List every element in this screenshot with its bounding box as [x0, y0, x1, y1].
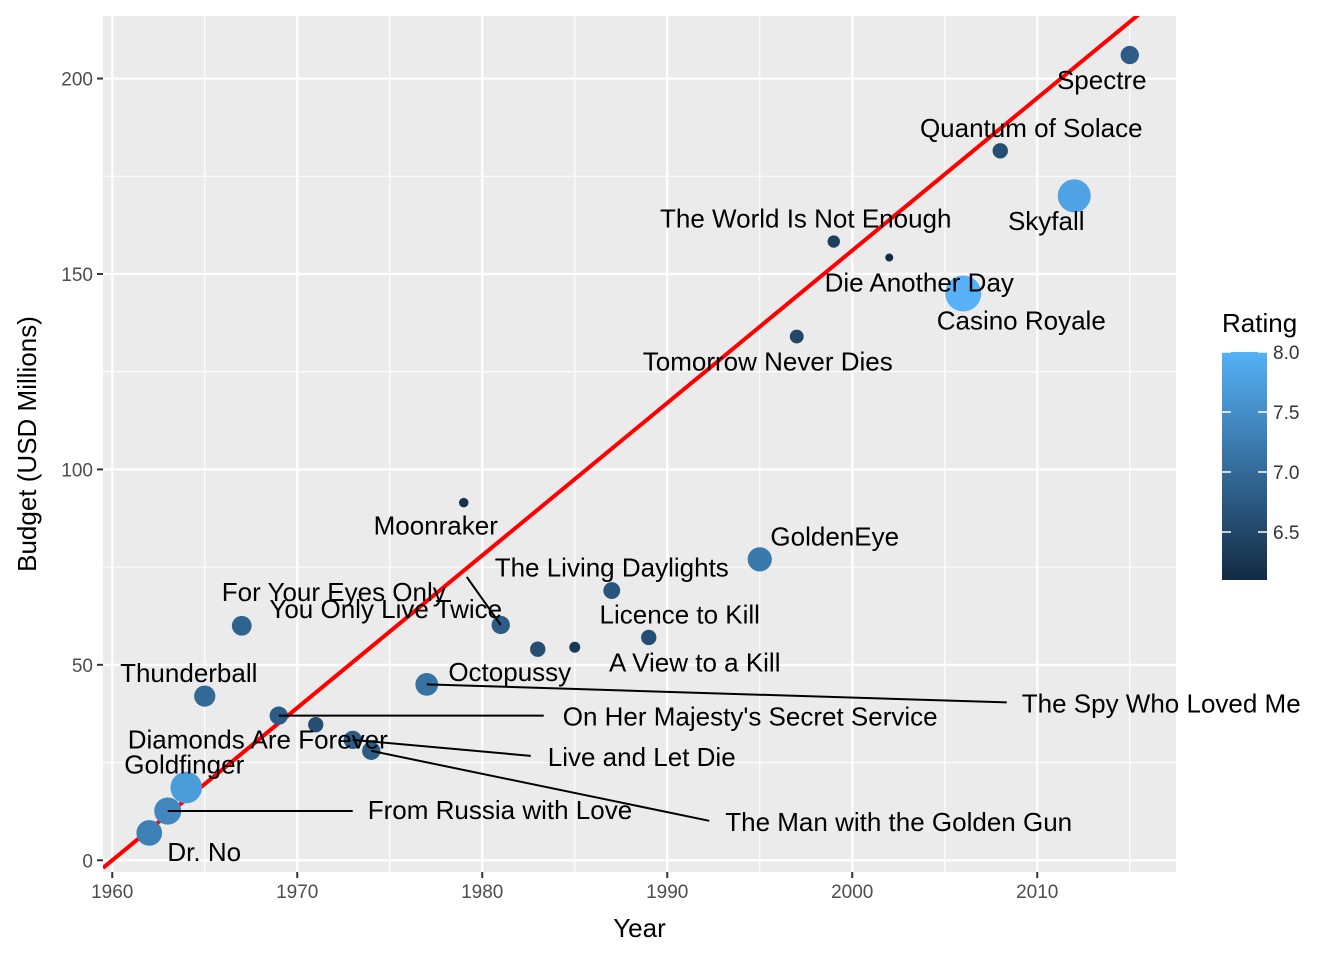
- data-point: [308, 716, 324, 733]
- point-label: Goldfinger: [124, 750, 244, 780]
- point-label: You Only Live Twice: [269, 594, 502, 624]
- data-point: [1120, 45, 1139, 65]
- point-label: Thunderball: [120, 658, 257, 688]
- y-tick-label: 50: [72, 656, 93, 677]
- x-axis-title: Year: [613, 913, 666, 943]
- label-segment-layer: [167, 576, 1007, 822]
- point-label: The Spy Who Loved Me: [1022, 688, 1301, 718]
- point-label: Dr. No: [167, 837, 241, 867]
- data-point: [530, 641, 546, 657]
- x-tick-label: 1960: [91, 882, 133, 903]
- x-tick-label: 1970: [276, 882, 318, 903]
- data-point: [603, 582, 621, 599]
- major-gridlines: [103, 16, 1176, 872]
- legend-tick-label: 7.0: [1273, 463, 1299, 484]
- legend-ticks: 6.5 7.0 7.5 8.0: [1222, 343, 1299, 544]
- point-label: GoldenEye: [770, 521, 899, 551]
- label-segment: [465, 576, 502, 626]
- label-segment: [352, 738, 531, 757]
- point-label: Licence to Kill: [600, 599, 760, 629]
- legend-tick-label: 8.0: [1273, 343, 1299, 364]
- data-point: [459, 497, 469, 508]
- legend-tick-label: 6.5: [1273, 523, 1299, 544]
- point-label: Casino Royale: [937, 306, 1106, 336]
- data-point: [231, 615, 252, 636]
- data-point: [827, 235, 840, 248]
- plot-panel: [103, 16, 1176, 872]
- label-layer: Dr. No From Russia with Love Goldfinger Thu…: [120, 65, 1301, 867]
- point-label: Moonraker: [374, 511, 499, 541]
- x-tick-label: 2010: [1016, 882, 1058, 903]
- data-point: [170, 771, 203, 804]
- point-layer: [136, 45, 1139, 846]
- data-point: [789, 329, 804, 344]
- y-tick-label: 100: [61, 460, 93, 481]
- y-tick-label: 150: [61, 265, 93, 286]
- x-axis: 1960 1970 1980 1990 2000 2010: [91, 872, 1058, 903]
- color-legend: Rating 6.5 7.0 7.5 8.0: [1222, 308, 1299, 580]
- y-axis-title: Budget (USD Millions): [12, 316, 42, 572]
- x-tick-label: 2000: [831, 882, 873, 903]
- y-tick-label: 0: [82, 851, 93, 872]
- y-tick-label: 200: [61, 70, 93, 91]
- y-axis: 0 50 100 150 200: [61, 70, 103, 872]
- legend-colorbar: [1222, 352, 1267, 580]
- data-point: [641, 629, 657, 646]
- point-label: From Russia with Love: [368, 795, 632, 825]
- point-label: The Living Daylights: [495, 553, 729, 583]
- point-label: Live and Let Die: [548, 742, 736, 772]
- point-label: The World Is Not Enough: [660, 204, 951, 234]
- point-label: Octopussy: [448, 657, 571, 687]
- point-label: Spectre: [1057, 65, 1147, 95]
- data-point: [1057, 179, 1091, 213]
- point-label: Tomorrow Never Dies: [643, 347, 893, 377]
- data-point: [136, 820, 163, 846]
- data-point: [992, 143, 1008, 159]
- x-tick-label: 1980: [461, 882, 503, 903]
- legend-title: Rating: [1222, 308, 1297, 338]
- point-label: Skyfall: [1008, 206, 1085, 236]
- data-point: [885, 253, 894, 262]
- point-label: Quantum of Solace: [920, 113, 1143, 143]
- point-label: On Her Majesty's Secret Service: [563, 702, 938, 732]
- point-label: For Your Eyes Only: [222, 577, 446, 607]
- legend-tick-label: 7.5: [1273, 403, 1299, 424]
- point-label: Diamonds Are Forever: [128, 725, 388, 755]
- data-point: [569, 641, 581, 653]
- data-point: [194, 685, 216, 707]
- x-tick-label: 1990: [646, 882, 688, 903]
- data-point: [747, 547, 772, 572]
- label-segment: [371, 749, 710, 822]
- data-point: [945, 275, 982, 312]
- minor-gridlines: [103, 16, 1176, 872]
- point-label: Die Another Day: [825, 268, 1014, 298]
- point-label: A View to a Kill: [609, 647, 781, 677]
- label-segment: [426, 683, 1007, 704]
- point-label: The Man with the Golden Gun: [725, 807, 1072, 837]
